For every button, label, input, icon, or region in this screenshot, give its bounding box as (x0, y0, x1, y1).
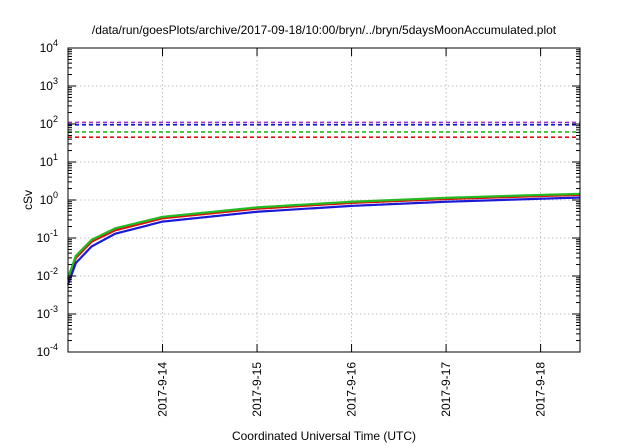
y-axis-ticks: 10-4 10-3 10-2 10-1 100 101 102 103 104 (37, 38, 580, 359)
reference-lines (68, 121, 580, 138)
series-line (66, 192, 581, 279)
series-line (66, 196, 581, 285)
y-tick-label: 10-1 (37, 228, 58, 245)
y-tick-label: 10-2 (37, 266, 58, 283)
series-lines (66, 192, 581, 285)
y-tick-label: 100 (40, 190, 58, 207)
x-tick-label: 2017-9-17 (439, 362, 453, 417)
y-tick-label: 101 (40, 152, 58, 169)
y-tick-label: 102 (40, 114, 58, 131)
series-line (66, 193, 581, 281)
y-tick-label: 10-4 (37, 342, 58, 359)
y-tick-label: 104 (40, 38, 58, 55)
y-axis-label: cSv (21, 190, 35, 210)
x-tick-label: 2017-9-15 (250, 362, 264, 417)
y-tick-label: 10-3 (37, 304, 58, 321)
x-tick-label: 2017-9-18 (534, 362, 548, 417)
x-axis-ticks: 2017-9-14 2017-9-15 2017-9-16 2017-9-17 2017… (156, 48, 548, 417)
x-axis-label: Coordinated Universal Time (UTC) (232, 429, 416, 443)
x-tick-label: 2017-9-16 (345, 362, 359, 417)
y-tick-label: 103 (40, 76, 58, 93)
chart-title: /data/run/goesPlots/archive/2017-09-18/1… (92, 23, 557, 37)
x-tick-label: 2017-9-14 (156, 362, 170, 417)
